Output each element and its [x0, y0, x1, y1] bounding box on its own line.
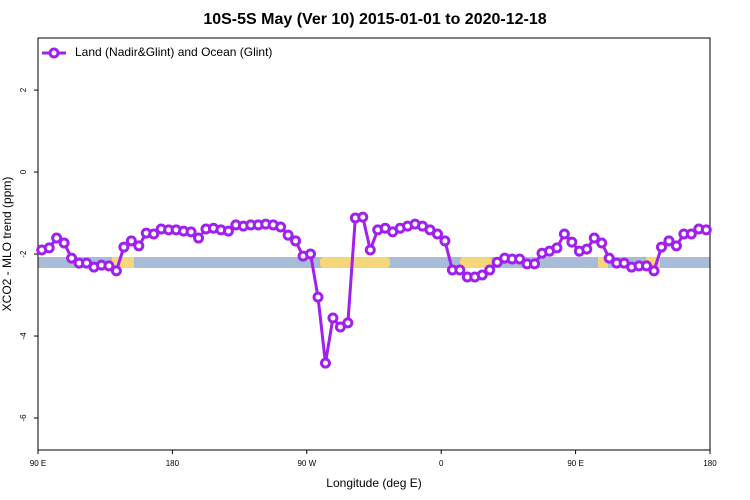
data-point — [282, 229, 294, 241]
land-band — [460, 257, 492, 268]
data-point — [551, 242, 563, 254]
data-point — [290, 235, 302, 247]
chart-title: 10S-5S May (Ver 10) 2015-01-01 to 2020-1… — [203, 11, 546, 28]
data-point — [327, 312, 339, 324]
data-point — [319, 357, 331, 369]
data-point — [581, 243, 593, 255]
data-point — [670, 240, 682, 252]
data-point — [439, 235, 451, 247]
data-point — [125, 235, 137, 247]
data-point — [364, 244, 376, 256]
legend-label: Land (Nadir&Glint) and Ocean (Glint) — [75, 45, 272, 59]
land-band — [646, 257, 660, 268]
x-tick-label: 90 E — [30, 459, 46, 468]
x-tick-label: 90 E — [567, 459, 583, 468]
y-tick-label: 2 — [19, 87, 28, 92]
land-ocean-band — [38, 257, 710, 268]
legend: Land (Nadir&Glint) and Ocean (Glint) — [42, 45, 272, 59]
data-point — [222, 225, 234, 237]
data-point — [118, 241, 130, 253]
data-point — [58, 237, 70, 249]
x-tick-label: 0 — [439, 459, 444, 468]
data-point — [43, 242, 55, 254]
y-tick-label: -2 — [19, 250, 28, 258]
data-point — [148, 228, 160, 240]
data-point — [103, 260, 115, 272]
legend-marker — [48, 47, 60, 59]
data-point — [641, 260, 653, 272]
data-point — [312, 291, 324, 303]
data-point — [700, 224, 712, 236]
land-band — [320, 257, 390, 268]
data-point — [514, 253, 526, 265]
data-point — [603, 252, 615, 264]
land-band — [112, 257, 134, 268]
y-tick-label: -6 — [19, 414, 28, 422]
data-point — [193, 232, 205, 244]
x-axis-label: Longitude (deg E) — [326, 476, 421, 490]
data-point — [454, 264, 466, 276]
data-point — [484, 264, 496, 276]
data-point — [133, 240, 145, 252]
data-point — [529, 258, 541, 270]
data-point — [685, 228, 697, 240]
data-point — [655, 241, 667, 253]
data-point — [51, 232, 63, 244]
data-point — [357, 211, 369, 223]
y-axis-label: XCO2 - MLO trend (ppm) — [0, 177, 14, 312]
data-point — [648, 265, 660, 277]
data-point — [431, 228, 443, 240]
y-tick-label: 0 — [19, 169, 28, 174]
data-point — [476, 269, 488, 281]
plot-frame — [37, 37, 711, 451]
data-point — [110, 265, 122, 277]
land-band — [598, 257, 608, 268]
data-point — [185, 226, 197, 238]
data-point — [588, 232, 600, 244]
x-tick-label: 180 — [703, 459, 717, 468]
x-tick-label: 180 — [166, 459, 180, 468]
data-point — [66, 252, 78, 264]
y-tick-label: -4 — [19, 332, 28, 340]
data-point — [596, 237, 608, 249]
data-point — [663, 235, 675, 247]
data-point — [558, 228, 570, 240]
x-tick-label: 90 W — [297, 459, 316, 468]
data-point — [305, 248, 317, 260]
data-point — [275, 221, 287, 233]
data-point — [342, 317, 354, 329]
data-point — [566, 236, 578, 248]
